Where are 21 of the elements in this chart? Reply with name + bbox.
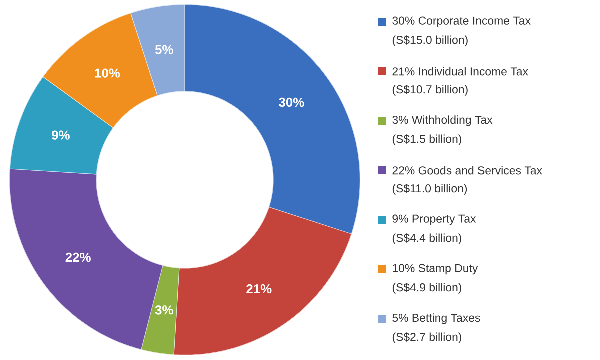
- data-label: 21%: [246, 284, 272, 294]
- data-label: 22%: [66, 252, 91, 262]
- data-label: 10%: [95, 68, 120, 78]
- legend-label: 30% Corporate Income Tax: [392, 16, 531, 28]
- data-label: 9%: [52, 130, 70, 140]
- text: (S$11.0 billion): [392, 184, 468, 195]
- legend-label: 3% Withholding Tax: [392, 116, 493, 126]
- text: (S$4.4 billion): [392, 234, 462, 244]
- legend-label: 10% Stamp Duty: [393, 264, 478, 275]
- legend-label: 22% Goods and Services Tax: [392, 166, 542, 175]
- data-label: 3%: [155, 306, 174, 315]
- legend-label: 9% Property Tax: [392, 214, 476, 226]
- text: (S$1.5 billion): [392, 134, 462, 146]
- legend-label: 5% Betting Taxes: [392, 314, 480, 324]
- text: (S$15.0 billion): [392, 36, 468, 46]
- text: (S$4.9 billion): [392, 283, 462, 294]
- text: (S$10.7 billion): [392, 85, 468, 96]
- legend-label: 21% Individual Income Tax: [392, 67, 528, 76]
- data-label: 30%: [279, 98, 304, 108]
- data-label: 5%: [155, 45, 174, 54]
- text: (S$2.7 billion): [392, 332, 462, 344]
